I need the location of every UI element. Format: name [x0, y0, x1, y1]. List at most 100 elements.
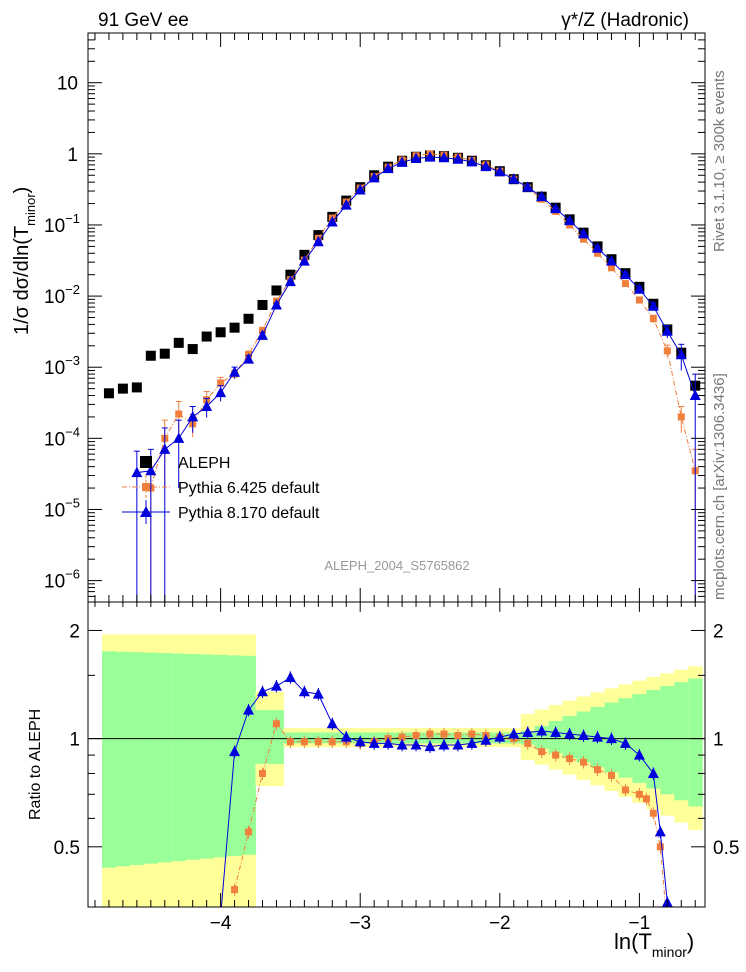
ratio-pythia8-point [243, 704, 255, 715]
aleph-point [145, 350, 156, 361]
ratio-band-inner [129, 652, 145, 865]
pythia8-point [508, 173, 520, 184]
pythia6-point [649, 315, 657, 323]
pythia8-point [173, 432, 185, 443]
ratio-pythia6-point [580, 758, 588, 766]
ratio-y-tick-label-right: 1 [713, 730, 724, 751]
pythia8-point [480, 160, 492, 172]
pythia8-point [438, 151, 450, 163]
ratio-pythia8-point [536, 725, 548, 736]
legend-label: Pythia 6.425 default [178, 480, 320, 497]
pythia8-point [452, 153, 464, 164]
pythia8-point [647, 300, 659, 311]
pythia8-point [131, 466, 143, 478]
y-tick-exp: −3 [65, 353, 80, 368]
ratio-pythia8-point [578, 729, 590, 741]
ratio-pythia8-point [619, 737, 631, 748]
pythia8-point [298, 255, 310, 266]
ratio-pythia8-point [592, 731, 604, 742]
pythia8-point [368, 171, 380, 183]
aleph-point [243, 313, 254, 324]
x-tick-label: −2 [489, 913, 511, 934]
ratio-band-inner [143, 652, 159, 864]
legend-marker-aleph [140, 456, 152, 468]
ratio-pythia6-point [412, 732, 420, 740]
ratio-band-inner [213, 654, 229, 858]
ratio-pythia6-point [440, 730, 448, 738]
legend-label: Pythia 8.170 default [178, 505, 320, 522]
ratio-pythia8-point [494, 731, 506, 742]
pythia8-point [550, 202, 562, 214]
ratio-pythia8-point [382, 737, 394, 748]
y-tick-label: 1 [67, 145, 78, 166]
ratio-pythia8-point [508, 728, 520, 739]
ratio-pythia6-point [621, 786, 629, 794]
pythia8-point [284, 275, 296, 287]
y-tick-base: 10 [44, 500, 65, 521]
rivet-label: Rivet 3.1.10, ≥ 300k events [711, 70, 728, 252]
y-tick-base: 10 [44, 358, 65, 379]
x-axis-label: ln(Tminor) [614, 929, 694, 960]
aleph-point [299, 249, 310, 260]
ratio-pythia8-point [340, 731, 352, 742]
ratio-pythia6-point [566, 755, 574, 763]
ratio-band-inner [660, 686, 675, 795]
pythia8-point [201, 400, 213, 412]
pythia8-point [326, 216, 338, 227]
ratio-pythia6-point [245, 828, 253, 836]
ratio-pythia8-point [452, 739, 464, 750]
y-tick-label: 10−4 [44, 424, 80, 450]
pythia6-point [594, 249, 602, 257]
ratio-pythia8-point [284, 671, 296, 682]
ratio-pythia6-point [649, 809, 657, 817]
aleph-point [131, 382, 142, 393]
ratio-pythia6-point [607, 771, 615, 779]
pythia6-point [635, 296, 643, 304]
mcplots-label: mcplots.cern.ch [arXiv:1306.3436] [711, 373, 728, 600]
ratio-y-tick-label: 1 [69, 730, 80, 751]
ratio-pythia8-point [298, 685, 310, 697]
y-tick-base: 10 [44, 572, 65, 593]
legend-marker-pythia8 [140, 506, 152, 517]
ratio-pythia8-point [256, 685, 268, 697]
pythia6-line [150, 153, 696, 489]
pythia8-point [382, 162, 394, 174]
ratio-band-inner [101, 651, 117, 868]
ratio-pythia6-point [258, 769, 266, 777]
ratio-uncertainty-bands [88, 634, 705, 907]
aleph-point [103, 388, 114, 399]
ratio-frame [87, 601, 706, 908]
pythia6-point [621, 280, 629, 288]
pythia8-point [256, 329, 268, 340]
ratio-pythia6-point [656, 843, 664, 851]
legend-label: ALEPH [178, 455, 230, 472]
ratio-pythia8-point [438, 739, 450, 750]
pythia6-point [175, 410, 183, 418]
pythia8-point [424, 151, 436, 162]
ratio-pythia6-point [398, 733, 406, 741]
ratio-pythia8-point [424, 740, 436, 752]
y-tick-base: 10 [44, 287, 65, 308]
header-left: 91 GeV ee [98, 10, 189, 31]
x-tick-label: −4 [210, 913, 232, 934]
legend: ALEPH Pythia 6.425 default Pythia 8.170 de… [122, 455, 320, 524]
ratio-plot-area [220, 671, 673, 907]
ratio-pythia6-point [272, 720, 280, 728]
pythia6-point [677, 413, 685, 421]
aleph-point [173, 337, 184, 348]
main-ylabel-text: 1/σ dσ/dln(T [11, 226, 33, 335]
ratio-band-inner [157, 653, 173, 863]
ratio-pythia8-point [396, 739, 408, 750]
pythia8-point [466, 155, 478, 167]
pythia8-point [592, 242, 604, 253]
main-ylabel-close: ) [11, 187, 33, 194]
y-tick-exp: −4 [65, 424, 80, 439]
main-plot-area [103, 150, 701, 602]
y-tick-label: 10 [57, 74, 78, 95]
pythia8-point [675, 348, 687, 360]
pythia8-point [605, 255, 617, 266]
y-tick-label: 10−2 [44, 282, 80, 308]
pythia8-point [187, 410, 199, 422]
pythia8-point [229, 366, 241, 377]
